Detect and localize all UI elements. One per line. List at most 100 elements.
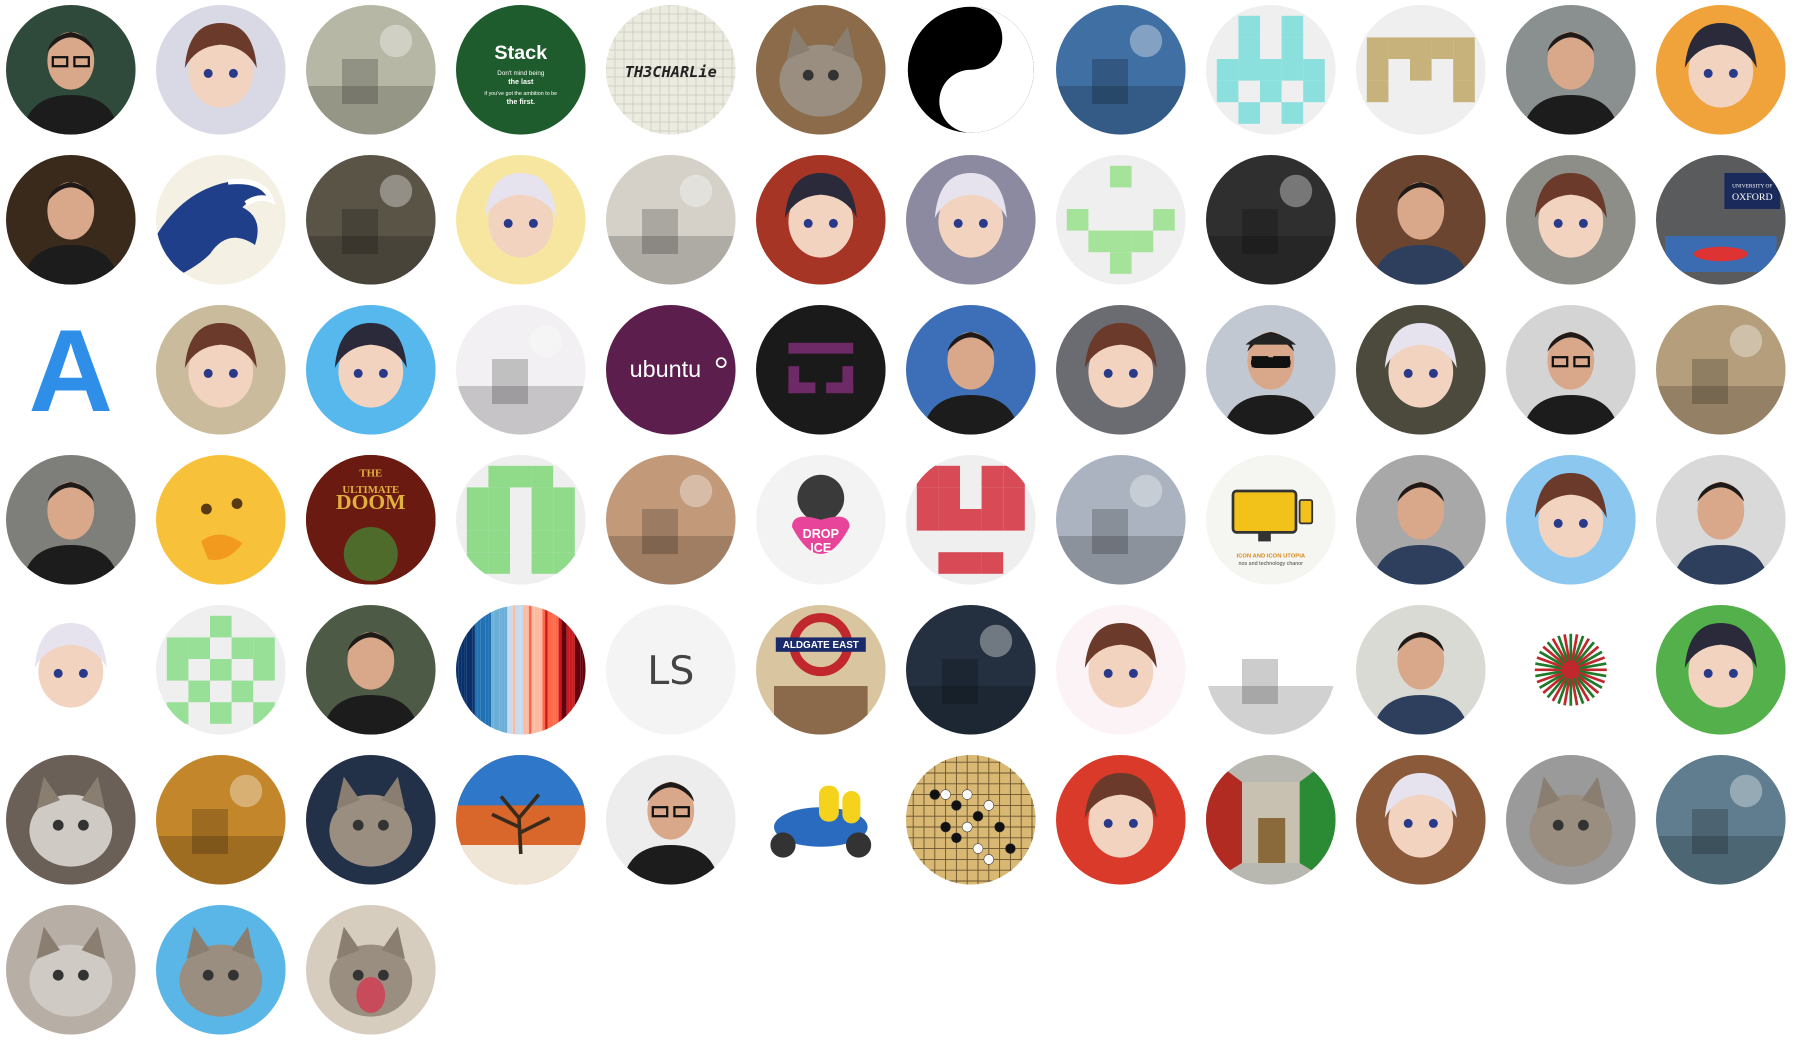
avatar-image: A [6, 305, 136, 435]
avatar-desert-tree[interactable] [456, 755, 586, 885]
avatar-image: ALDGATE EAST [756, 605, 886, 735]
avatar-autumn-trees[interactable] [156, 755, 286, 885]
avatar-purple-glyph-dark[interactable] [756, 305, 886, 435]
avatar-image [1056, 455, 1186, 585]
avatar-man-glasses-portrait[interactable] [6, 5, 136, 135]
avatar-image [156, 305, 286, 435]
avatar-graph-paper-signature[interactable]: TH3CHARLie [606, 5, 736, 135]
avatar-image [1056, 5, 1186, 135]
avatar-image [906, 755, 1036, 885]
avatar-man-smiling-portrait[interactable] [6, 155, 136, 285]
avatar-image [456, 155, 586, 285]
avatar-hat-figure-dark[interactable] [906, 605, 1036, 735]
avatar-castle-painting[interactable] [1656, 755, 1786, 885]
avatar-identicon-green-block[interactable] [456, 455, 586, 585]
avatar-shiba-dog-basket[interactable] [1356, 755, 1486, 885]
avatar-anime-fruit-girl[interactable] [1056, 755, 1186, 885]
avatar-anime-blonde-shocked[interactable] [456, 155, 586, 285]
avatar-man-grinning-portrait[interactable] [306, 605, 436, 735]
avatar-identicon-lightgreen[interactable] [1056, 155, 1186, 285]
cover-text: DOOM [336, 490, 406, 514]
avatar-man-crouching[interactable] [6, 455, 136, 585]
avatar-cat-space[interactable] [306, 755, 436, 885]
avatar-identicon-cyan[interactable] [1206, 5, 1336, 135]
avatar-cartoon-boy-3d[interactable] [1506, 455, 1636, 585]
avatar-aldgate-east-anime[interactable]: ALDGATE EAST [756, 605, 886, 735]
avatar-letter-a-logo[interactable]: A [6, 305, 136, 435]
avatar-cat-photo[interactable] [756, 5, 886, 135]
avatar-octocat-drop-ice[interactable]: DROP ICE [756, 455, 886, 585]
avatar-anime-girl-pixel[interactable] [906, 155, 1036, 285]
avatar-image [906, 5, 1036, 135]
avatar-minions-scooter[interactable] [756, 755, 886, 885]
avatar-man-suit-glasses[interactable] [1506, 305, 1636, 435]
avatar-overwatch-tracer[interactable] [1056, 305, 1186, 435]
avatar-yin-yang[interactable] [906, 5, 1036, 135]
avatar-flower-pattern[interactable] [606, 455, 736, 585]
avatar-seashell-sand[interactable] [1656, 305, 1786, 435]
signature-text: TH3CHARLie [625, 63, 717, 81]
avatar-man-apron-portrait[interactable] [1356, 155, 1486, 285]
avatar-identicon-red[interactable] [906, 455, 1036, 585]
avatar-cartoon-headphones-boy[interactable] [306, 305, 436, 435]
avatar-grumpy-cartoon-cat[interactable] [156, 905, 286, 1035]
avatar-latte-art-cup[interactable] [306, 5, 436, 135]
avatar-image: UNIVERSITY OF OXFORD [1656, 155, 1786, 285]
avatar-identicon-green-checker[interactable] [156, 605, 286, 735]
avatar-doodle-character[interactable] [156, 305, 286, 435]
avatar-snowboarder[interactable] [1056, 455, 1186, 585]
avatar-man-on-railing[interactable] [906, 305, 1036, 435]
avatar-stack-quote-badge[interactable]: Stack Don't mind being the last if you've g… [456, 5, 586, 135]
avatar-row [6, 755, 1806, 885]
avatar-swans-on-water[interactable] [1056, 5, 1186, 135]
avatar-man-bw-portrait[interactable] [1356, 455, 1486, 585]
avatar-icon-utopia[interactable]: ICON AND ICON UTOPIA nos and technology c… [1206, 455, 1336, 585]
avatar-go-board[interactable] [906, 755, 1036, 885]
avatar-image [456, 305, 586, 435]
avatar-man-beard-glasses[interactable] [606, 755, 736, 885]
avatar-image [456, 455, 586, 585]
avatar-young-man-smiling[interactable] [1356, 605, 1486, 735]
avatar-ls-logo[interactable]: LS [606, 605, 736, 735]
avatar-cat-reading-book[interactable] [1506, 755, 1636, 885]
avatar-anime-girl-white-hair[interactable] [1056, 605, 1186, 735]
ubuntu-wordmark: ubuntu [630, 356, 702, 382]
avatar-image [1506, 305, 1636, 435]
avatar-room-red-green[interactable] [1206, 755, 1336, 885]
avatar-plush-tiger-laptop[interactable] [1506, 155, 1636, 285]
avatar-garden-gate-photo[interactable] [306, 155, 436, 285]
avatar-white-cat-photo[interactable] [6, 905, 136, 1035]
avatar-paperclip-glasses[interactable] [606, 155, 736, 285]
avatar-cat-yawning[interactable] [306, 905, 436, 1035]
avatar-yellow-chick-toy[interactable] [1356, 305, 1486, 435]
avatar-warming-stripes[interactable] [456, 605, 586, 735]
avatar-man-cap-sunglasses[interactable] [1206, 305, 1336, 435]
avatar-car-sketch-dark[interactable] [1206, 155, 1336, 285]
avatar-anime-girl-red[interactable] [756, 155, 886, 285]
avatar-badgers-cartoon[interactable] [1656, 605, 1786, 735]
avatar-ubuntu-logo[interactable]: ubuntu [606, 305, 736, 435]
avatar-jellyfish[interactable] [456, 305, 586, 435]
avatar-man-portrait-lakeside[interactable] [1506, 5, 1636, 135]
avatar-oxford-sign-photo[interactable]: UNIVERSITY OF OXFORD [1656, 155, 1786, 285]
avatar-image [156, 5, 286, 135]
avatar-image [456, 755, 586, 885]
avatar-pixel-samurai[interactable] [6, 605, 136, 735]
avatar-red-green-starburst[interactable] [1506, 605, 1636, 735]
avatar-great-wave[interactable] [156, 155, 286, 285]
avatar-doom-cover[interactable]: THE ULTIMATE DOOM [306, 455, 436, 585]
avatar-young-man-portrait[interactable] [1656, 455, 1786, 585]
avatar-orange-cartoon-creature[interactable] [1656, 5, 1786, 135]
avatar-image [6, 155, 136, 285]
avatar-anatomy-head[interactable] [1206, 605, 1336, 735]
avatar-anime-white-hair-girl[interactable] [156, 5, 286, 135]
avatar-identicon-gold[interactable] [1356, 5, 1486, 135]
avatar-grey-cat-sleeping[interactable] [6, 755, 136, 885]
avatar-image [1056, 605, 1186, 735]
avatar-thinking-emoji[interactable] [156, 455, 286, 585]
avatar-image [1356, 305, 1486, 435]
station-sign: ALDGATE EAST [783, 640, 859, 651]
avatar-image: ubuntu [606, 305, 736, 435]
